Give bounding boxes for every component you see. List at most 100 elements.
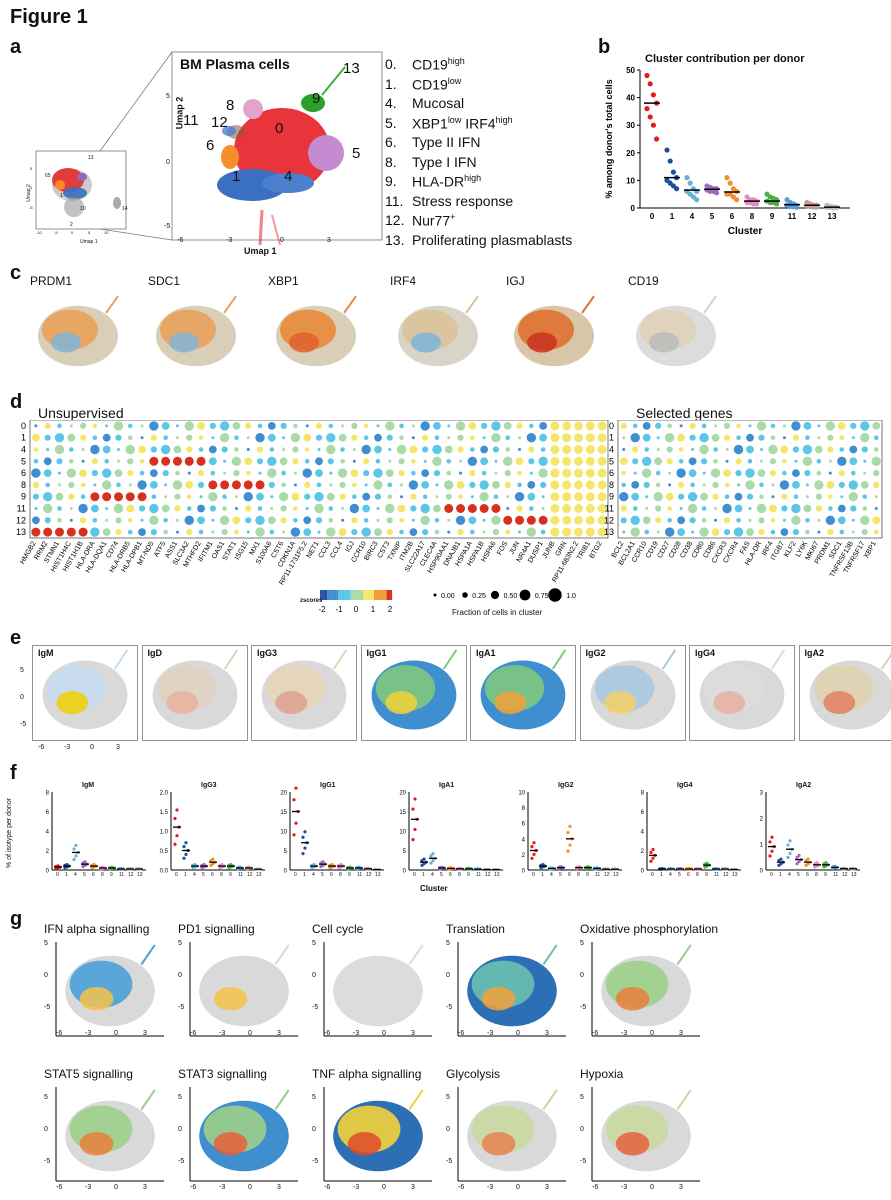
d-dot xyxy=(597,468,607,478)
d-dot xyxy=(678,493,685,500)
d-dot xyxy=(34,424,38,428)
g-umap-hypoxia xyxy=(591,1087,700,1182)
d-row-label: 13 xyxy=(16,527,26,537)
f-ytick: 2 xyxy=(46,849,50,855)
g-xtick: 3 xyxy=(277,1030,281,1037)
d-dot xyxy=(656,448,660,451)
f-point xyxy=(651,856,655,860)
umap-hot xyxy=(79,987,114,1011)
panel-a-mini-x-axis: Umap 1 xyxy=(80,239,98,245)
d-dot xyxy=(585,480,595,490)
f-xtick: 8 xyxy=(458,872,461,878)
d-dot xyxy=(860,481,869,489)
f-point xyxy=(566,849,570,853)
d-dot xyxy=(149,503,159,514)
panel-c-label: c xyxy=(10,262,22,284)
g-umap-oxidative-phosphorylation xyxy=(591,942,700,1037)
umap-hot xyxy=(822,691,855,715)
umap-tail xyxy=(140,1089,156,1111)
f-point xyxy=(788,851,792,855)
d-dot xyxy=(161,422,170,430)
d-dot xyxy=(102,445,111,454)
d-dot xyxy=(326,527,336,537)
g-xtick: -6 xyxy=(324,1030,331,1037)
umap-hot xyxy=(165,691,198,715)
f-xtick: 5 xyxy=(202,872,205,878)
d-dot xyxy=(374,528,382,536)
d-dot xyxy=(33,447,39,452)
d-dot xyxy=(837,504,846,513)
panel-d-title-right: Selected genes xyxy=(636,405,733,421)
g-title-stat3-signalling: STAT3 signalling xyxy=(178,1067,267,1081)
d-dot xyxy=(828,506,833,511)
d-dot xyxy=(172,456,182,466)
g-xtick: 0 xyxy=(248,1184,252,1191)
legend-item: Proliferating plasmablasts xyxy=(412,232,572,248)
d-dot xyxy=(469,481,476,488)
umap-tail xyxy=(274,944,290,966)
f-xtick: 4 xyxy=(312,872,315,878)
d-dot xyxy=(317,530,321,534)
d-dot xyxy=(46,448,50,451)
d-dot xyxy=(793,494,799,499)
d-dot xyxy=(771,495,775,499)
d-dot xyxy=(467,504,477,513)
b-ytick-label: 20 xyxy=(626,149,635,158)
umap-hot xyxy=(713,691,746,715)
e-xtick: -6 xyxy=(38,744,45,751)
g-title-pd1-signalling: PD1 signalling xyxy=(178,922,255,936)
f-xtick: 12 xyxy=(366,872,372,878)
d-dot xyxy=(745,468,755,478)
d-dot xyxy=(341,424,345,428)
d-dot xyxy=(292,446,299,453)
g-xtick: -3 xyxy=(85,1030,92,1037)
legend-text: XBP1 xyxy=(412,115,448,132)
fraction-tick: 0.50 xyxy=(504,593,518,600)
umap-hot xyxy=(615,987,650,1011)
d-dot xyxy=(258,471,262,475)
panel-a-x-axis: Umap 1 xyxy=(244,246,277,256)
d-row-label-right: 1 xyxy=(609,433,614,443)
f-xtick: 1 xyxy=(541,872,544,878)
d-dot xyxy=(434,435,440,440)
d-dot xyxy=(517,482,522,488)
d-dot xyxy=(802,444,813,455)
d-dot xyxy=(597,515,607,525)
isotype-title-igm: IgM xyxy=(38,648,54,658)
d-dot xyxy=(220,480,230,490)
d-gene-label: JUNB xyxy=(541,540,556,560)
f-point xyxy=(568,843,572,847)
d-dot xyxy=(469,470,476,477)
d-dot xyxy=(747,459,753,464)
umap-tail xyxy=(223,295,237,314)
d-dot xyxy=(231,456,242,466)
g-xtick: -6 xyxy=(324,1184,331,1191)
d-dot xyxy=(422,494,428,499)
umap-tail xyxy=(703,295,717,314)
d-dot xyxy=(255,480,265,490)
d-dot xyxy=(851,518,855,522)
f-ytick: 0 xyxy=(522,869,526,875)
f-point xyxy=(705,861,709,865)
d-dot xyxy=(688,457,697,466)
d-dot xyxy=(574,421,584,431)
f-xtick: 8 xyxy=(339,872,342,878)
d-dot xyxy=(574,433,584,443)
d-dot xyxy=(303,433,312,442)
colorbar-seg xyxy=(354,590,357,600)
d-dot xyxy=(90,527,100,537)
f-point xyxy=(788,839,792,843)
d-dot xyxy=(479,504,489,513)
f-xtick: 0 xyxy=(651,872,654,878)
f-point xyxy=(770,849,774,853)
d-dot xyxy=(267,516,276,525)
d-dot xyxy=(31,433,40,442)
d-dot xyxy=(113,421,124,431)
g-ytick: 0 xyxy=(580,972,584,979)
f-point xyxy=(797,853,801,858)
d-dot xyxy=(689,517,696,524)
legend-num: 5. xyxy=(385,114,397,131)
d-dot xyxy=(794,459,798,463)
d-dot xyxy=(677,433,686,442)
b-point xyxy=(647,114,653,120)
